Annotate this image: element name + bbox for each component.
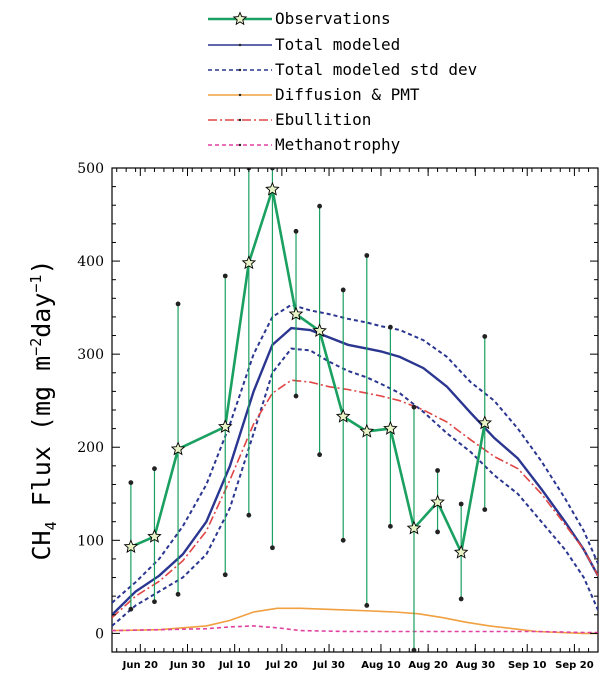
axes: 0 100 200 300 400 500 Jun 20 Jun 30 Jul 10 Jul 20… [77, 161, 599, 671]
observation-star [477, 415, 493, 430]
x-tick-label: Jun 20 [122, 660, 158, 671]
legend-dot [238, 118, 242, 122]
series-layer [112, 168, 598, 652]
y-tick-label: 500 [77, 161, 104, 177]
error-bar-min [458, 596, 464, 602]
legend-label: Observations [275, 9, 391, 28]
error-bar-max [317, 203, 323, 209]
error-bar-max [411, 404, 417, 410]
y-axis-title-part: −1 [27, 275, 45, 293]
y-tick-label: 0 [95, 626, 104, 642]
series-line-total-modeled [112, 326, 598, 616]
error-bar-min [411, 647, 417, 652]
observation-star [430, 494, 445, 509]
error-bar-max [458, 501, 464, 507]
observation-star [170, 441, 186, 456]
error-bar-min [128, 606, 134, 612]
legend-label: Total modeled std dev [275, 60, 477, 79]
error-bar-min [246, 512, 252, 518]
y-tick-label: 100 [77, 533, 104, 549]
error-bar-min [270, 545, 275, 551]
legend-label: Methanotrophy [275, 135, 401, 154]
y-axis-title-part: Flux (mg m [27, 356, 56, 522]
error-bar-max [387, 324, 393, 330]
error-bar-max [175, 301, 181, 307]
legend-dot [238, 68, 242, 72]
observation-star [217, 419, 233, 433]
legend-dot [238, 43, 242, 47]
x-tick-label: Jul 10 [218, 660, 251, 671]
error-bar-min [175, 591, 181, 597]
y-tick-label: 400 [77, 254, 104, 270]
legend-label: Ebullition [275, 110, 371, 129]
observation-star [241, 255, 257, 270]
x-tick-label: Jul 30 [312, 660, 345, 671]
error-bar-min [317, 452, 323, 458]
error-bar-max [435, 468, 440, 473]
error-bar-min [435, 529, 440, 535]
y-tick-label: 200 [77, 440, 104, 456]
plot-area [111, 167, 599, 653]
x-tick-label: Sep 20 [555, 660, 594, 671]
y-axis-title: CH4 Flux (mg m−2day−1) [27, 259, 60, 560]
error-bar-max [364, 253, 370, 258]
plot-frame [111, 167, 599, 653]
y-axis-title-part: −2 [27, 338, 45, 356]
y-axis-label: CH4 Flux (mg m−2day−1) [27, 259, 60, 560]
legend-label: Diffusion & PMT [275, 85, 420, 104]
y-axis-title-part: 4 [42, 521, 60, 530]
x-tick-label: Jun 30 [169, 660, 205, 671]
error-bar-min [387, 523, 393, 529]
y-axis-title-part: ) [27, 259, 56, 274]
y-axis-title-part: CH [27, 530, 56, 560]
observation-star [123, 539, 139, 554]
observation-star [359, 423, 375, 438]
x-tick-label: Sep 10 [508, 660, 547, 671]
x-tick-label: Jul 20 [265, 660, 298, 671]
error-bar-max [340, 287, 346, 293]
error-bar-max [128, 480, 134, 485]
error-bar-min [482, 507, 488, 512]
y-tick-label: 300 [77, 347, 104, 363]
error-bar-min [364, 603, 370, 608]
x-tick-label: Aug 20 [408, 660, 447, 671]
observation-star [288, 306, 304, 321]
legend: Observations Total modeled Total modeled s… [208, 9, 477, 154]
error-bar-max [293, 228, 299, 234]
error-bar-max [482, 334, 488, 339]
x-tick-label: Aug 30 [456, 660, 495, 671]
error-bar-min [222, 572, 228, 578]
observation-star [312, 323, 327, 338]
x-tick-label: Aug 10 [361, 660, 400, 671]
y-axis-title-part: day [27, 293, 56, 338]
series-line-observations [130, 189, 487, 557]
legend-label: Total modeled [275, 35, 400, 54]
observation-star [147, 528, 162, 543]
series-line-methanotrophy [112, 625, 598, 634]
error-bar-max [152, 466, 157, 472]
observation-star [383, 420, 398, 435]
observation-star [265, 181, 280, 196]
observation-star [335, 408, 351, 423]
error-bar-max [222, 273, 228, 279]
error-bar-min [340, 537, 346, 543]
legend-star [232, 11, 248, 26]
observation-star [453, 544, 469, 559]
error-bar-min [152, 599, 157, 605]
series-line-ebullition [112, 379, 598, 619]
error-bar-min [293, 393, 299, 399]
series-line-total-modeled-std-dev-upper- [112, 303, 598, 604]
series-line-total-modeled-std-dev-lower- [112, 347, 598, 627]
legend-dot [238, 143, 242, 147]
legend-dot [238, 93, 242, 97]
observation-star [406, 520, 422, 535]
error-bar-max [270, 168, 275, 171]
